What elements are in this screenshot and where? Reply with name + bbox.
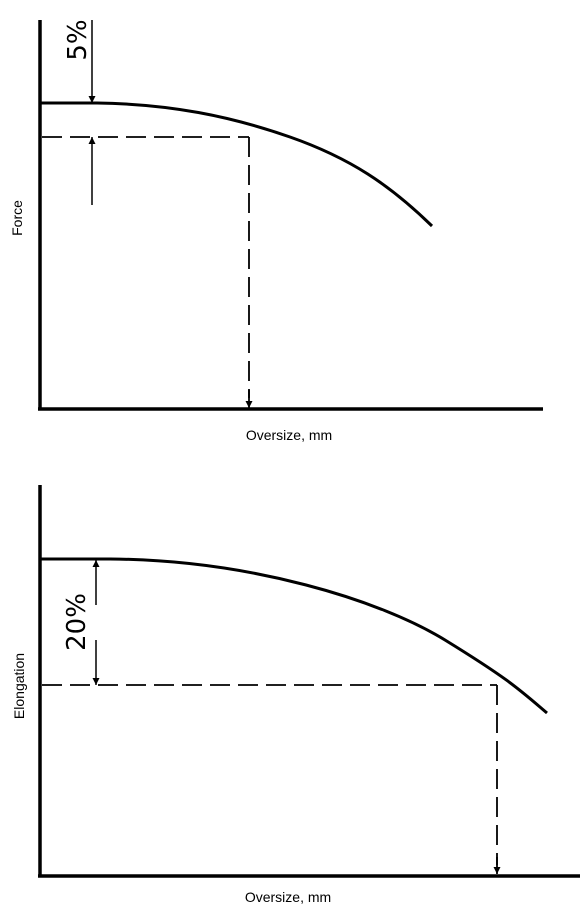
- elongation-annotation: 20%: [62, 593, 92, 651]
- elongation-x-axis-label: Oversize, mm: [245, 889, 331, 905]
- force-y-axis-label: Force: [9, 200, 25, 236]
- elongation-chart: 20% Elongation Oversize, mm: [11, 485, 580, 905]
- force-annotation: 5%: [63, 19, 93, 60]
- force-x-axis-label: Oversize, mm: [246, 427, 332, 443]
- force-curve: [40, 101, 434, 228]
- elongation-y-axis-label: Elongation: [11, 653, 27, 719]
- elongation-curve: [40, 557, 548, 715]
- force-chart: 5% Force Oversize, mm: [9, 19, 543, 443]
